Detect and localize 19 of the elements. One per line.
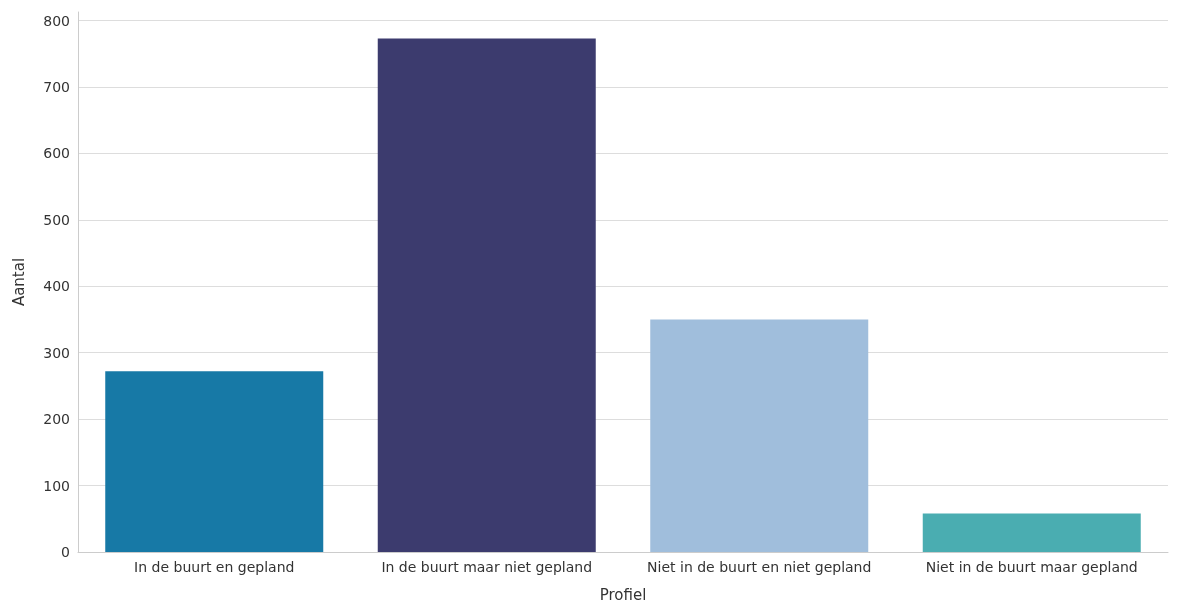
y-tick-label: 400 [43, 278, 70, 295]
y-tick-label: 800 [43, 12, 70, 29]
bar [105, 371, 324, 552]
x-axis-title: Profiel [599, 585, 647, 604]
y-tick-label: 0 [61, 544, 70, 560]
bar [377, 38, 596, 552]
y-axis-title: Aantal [9, 257, 28, 307]
y-tick-label: 100 [43, 477, 70, 494]
y-tick-label: 700 [43, 79, 70, 96]
y-tick-label: 200 [43, 411, 70, 428]
y-tick-label: 300 [43, 344, 70, 361]
x-tick-label: In de buurt maar niet gepland [381, 559, 593, 575]
x-tick-label: Niet in de buurt maar gepland [925, 559, 1138, 575]
bar [922, 513, 1141, 552]
x-tick-label: In de buurt en gepland [134, 559, 295, 575]
y-tick-label: 600 [43, 145, 70, 162]
x-tick-label: Niet in de buurt en niet gepland [647, 559, 872, 575]
bar [650, 319, 869, 552]
y-tick-label: 500 [43, 211, 70, 228]
